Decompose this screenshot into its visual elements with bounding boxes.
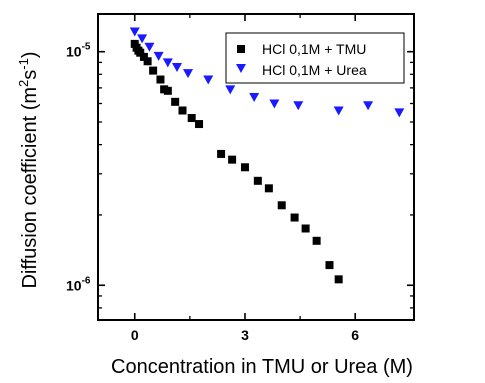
y-tick-label-exp-1: -5 — [82, 42, 91, 53]
y-axis-label-sup2: -1 — [16, 58, 31, 70]
point-urea-4 — [162, 58, 173, 68]
point-urea-13 — [363, 101, 374, 111]
point-urea-9 — [249, 92, 260, 102]
point-tmu-11 — [178, 106, 187, 115]
y-axis-label-sup1: 2 — [16, 80, 31, 87]
legend-label-tmu: HCl 0,1M + TMU — [262, 41, 366, 57]
point-tmu-24 — [334, 275, 343, 284]
point-tmu-3 — [136, 48, 145, 57]
legend-marker-tmu — [237, 45, 245, 53]
point-tmu-14 — [217, 149, 226, 158]
point-urea-0 — [129, 27, 140, 37]
point-tmu-12 — [187, 114, 196, 123]
point-urea-14 — [394, 108, 405, 118]
y-axis-ticks: 10-610-5 — [66, 42, 414, 293]
point-urea-6 — [183, 69, 194, 79]
point-tmu-4 — [139, 52, 148, 61]
x-axis-ticks: 0 3 6 — [131, 14, 359, 343]
data-markers — [129, 27, 405, 284]
point-tmu-10 — [171, 97, 180, 106]
point-tmu-23 — [325, 261, 334, 270]
y-tick-label-base-0: 10 — [66, 277, 82, 293]
point-tmu-13 — [195, 120, 204, 129]
y-axis-label: Diffusion coefficient (m2s-1) — [16, 51, 41, 288]
legend: HCl 0,1M + TMU HCl 0,1M + Urea — [225, 32, 405, 84]
legend-label-urea: HCl 0,1M + Urea — [262, 62, 367, 78]
point-urea-1 — [137, 34, 148, 44]
point-tmu-17 — [253, 176, 262, 185]
point-urea-10 — [269, 99, 280, 109]
point-urea-12 — [333, 106, 344, 116]
y-axis-label-end: ) — [19, 51, 41, 58]
point-tmu-19 — [277, 201, 286, 210]
legend-marker-urea — [236, 64, 246, 73]
point-urea-5 — [172, 62, 182, 72]
point-tmu-5 — [143, 57, 152, 66]
point-tmu-20 — [290, 213, 299, 222]
x-tick-label-0: 0 — [131, 327, 139, 343]
y-tick-label-base-1: 10 — [66, 44, 82, 60]
y-tick-label-exp-0: -6 — [82, 275, 91, 286]
point-tmu-7 — [156, 75, 165, 84]
y-tick-label-0: 10-6 — [66, 275, 91, 293]
point-tmu-15 — [228, 155, 237, 164]
point-tmu-6 — [149, 66, 158, 75]
point-urea-2 — [144, 42, 155, 52]
legend-box — [225, 32, 405, 84]
y-axis-minor-ticks — [98, 61, 414, 309]
y-axis-label-main: Diffusion coefficient (m — [19, 87, 41, 289]
y-axis-label-mid: s — [19, 70, 41, 80]
x-tick-label-2: 6 — [351, 327, 359, 343]
point-urea-3 — [153, 51, 164, 61]
point-tmu-9 — [163, 86, 172, 95]
point-tmu-18 — [264, 184, 273, 193]
point-urea-11 — [293, 101, 304, 111]
x-axis-label: Concentration in TMU or Urea (M) — [111, 356, 413, 378]
plot-frame — [97, 13, 415, 321]
point-tmu-21 — [301, 224, 310, 233]
point-urea-7 — [203, 75, 214, 85]
point-tmu-16 — [240, 163, 249, 172]
x-tick-label-1: 3 — [241, 327, 249, 343]
point-tmu-22 — [312, 236, 321, 245]
y-tick-label-1: 10-5 — [66, 42, 91, 60]
point-urea-8 — [225, 85, 236, 95]
